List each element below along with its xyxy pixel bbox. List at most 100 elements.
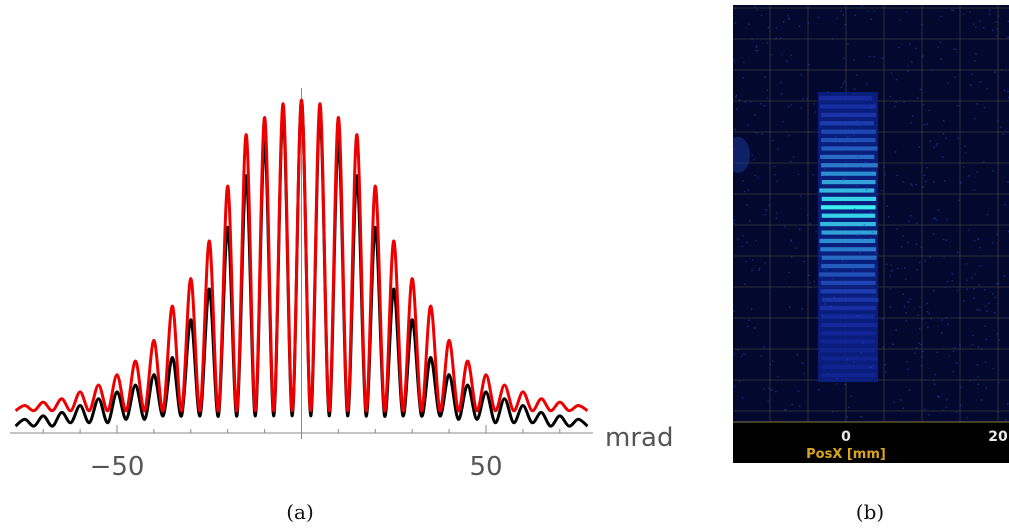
noise <box>802 372 805 375</box>
noise <box>939 41 942 44</box>
noise <box>923 174 926 177</box>
noise <box>926 166 928 169</box>
noise <box>921 23 923 26</box>
noise <box>984 325 987 327</box>
noise <box>979 81 982 83</box>
noise <box>918 327 921 330</box>
noise <box>908 301 910 304</box>
fringe <box>821 180 876 185</box>
noise <box>844 383 846 386</box>
fringe <box>819 96 873 101</box>
noise <box>974 60 976 62</box>
noise <box>787 105 790 108</box>
noise <box>874 252 877 254</box>
noise <box>957 137 960 140</box>
fringe <box>820 154 875 159</box>
noise <box>735 94 737 97</box>
noise <box>786 14 789 17</box>
noise <box>992 29 995 32</box>
noise <box>933 181 935 183</box>
noise <box>889 275 892 277</box>
noise <box>763 346 766 349</box>
noise <box>1007 230 1009 233</box>
noise <box>992 367 995 370</box>
noise <box>798 25 801 28</box>
noise <box>848 406 850 409</box>
noise <box>856 74 858 76</box>
noise <box>942 133 945 135</box>
fringe <box>820 314 875 319</box>
noise <box>744 283 746 286</box>
noise <box>971 72 973 75</box>
noise <box>896 228 898 230</box>
noise <box>906 360 908 363</box>
noise <box>829 220 832 223</box>
noise <box>840 10 842 12</box>
fringe <box>820 247 877 252</box>
fringe <box>819 121 874 126</box>
noise <box>800 195 802 197</box>
noise <box>996 333 999 335</box>
noise <box>846 415 848 418</box>
noise <box>945 399 948 401</box>
noise <box>944 179 946 182</box>
noise <box>988 9 991 12</box>
noise <box>890 269 893 272</box>
noise <box>977 383 979 386</box>
noise <box>969 84 972 86</box>
noise <box>920 364 923 367</box>
noise <box>738 99 741 101</box>
noise <box>986 213 989 216</box>
noise <box>928 312 931 315</box>
noise <box>775 217 778 220</box>
noise <box>800 107 802 109</box>
noise <box>764 76 766 79</box>
noise <box>978 309 981 311</box>
noise <box>784 225 786 228</box>
noise <box>790 104 792 106</box>
noise <box>945 317 948 319</box>
noise <box>951 280 954 282</box>
noise <box>1007 96 1009 99</box>
noise <box>873 10 875 12</box>
fringe <box>821 163 878 168</box>
noise <box>1004 203 1006 206</box>
noise <box>976 364 979 366</box>
noise <box>945 137 947 140</box>
noise <box>733 148 736 150</box>
noise <box>997 411 999 414</box>
noise <box>761 133 763 135</box>
noise <box>791 403 793 406</box>
noise <box>992 170 994 172</box>
noise <box>863 224 866 226</box>
noise <box>969 379 971 382</box>
noise <box>870 237 872 239</box>
noise <box>751 269 753 272</box>
noise <box>782 120 785 123</box>
noise <box>790 160 792 163</box>
caption-b: (b) <box>856 500 884 524</box>
noise <box>916 268 919 271</box>
noise <box>734 128 737 131</box>
noise <box>834 141 836 143</box>
noise <box>986 88 988 90</box>
noise <box>760 14 763 17</box>
noise <box>775 27 778 29</box>
noise <box>843 80 846 83</box>
noise <box>742 180 745 182</box>
noise <box>889 288 891 290</box>
noise <box>932 232 935 235</box>
noise <box>960 182 962 184</box>
noise <box>829 174 831 177</box>
noise <box>861 415 863 418</box>
noise <box>827 91 829 93</box>
noise <box>857 156 859 158</box>
noise <box>844 195 846 198</box>
noise <box>850 395 853 398</box>
camera-image: 0 20 PosX [mm] <box>733 5 1009 463</box>
noise <box>923 124 926 126</box>
noise <box>910 183 912 185</box>
noise <box>905 312 907 314</box>
noise <box>756 45 758 47</box>
